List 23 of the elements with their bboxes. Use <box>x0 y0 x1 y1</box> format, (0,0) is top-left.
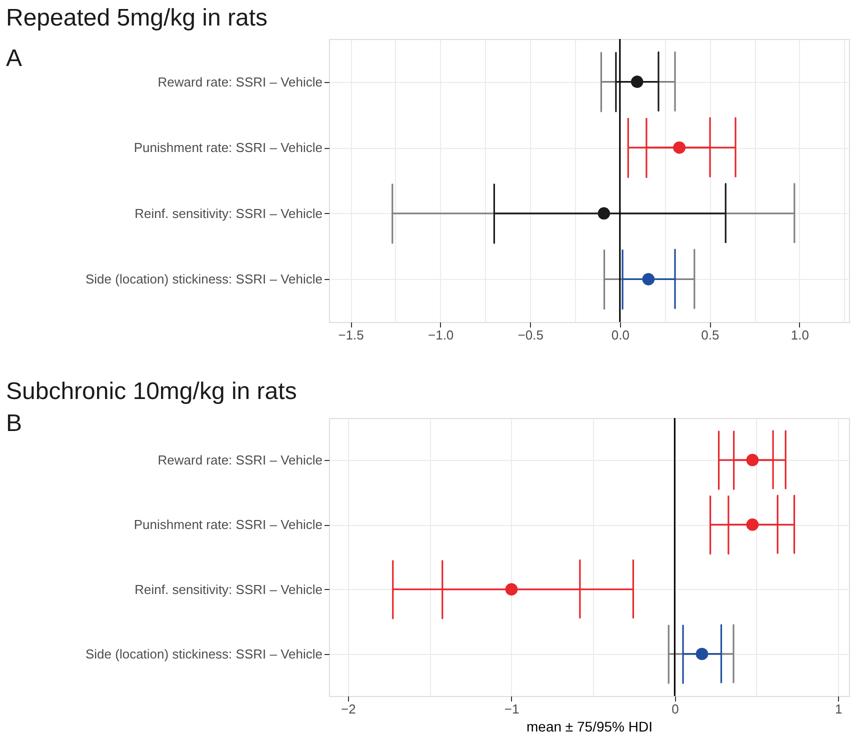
x-tick-label: −2 <box>341 702 356 716</box>
x-tick-label: −0.5 <box>518 328 544 342</box>
x-tick-label: 0.5 <box>701 328 720 342</box>
text: A <box>6 45 22 72</box>
x-tick-label: 1.0 <box>790 328 809 342</box>
x-tick-label: −1.5 <box>338 328 364 342</box>
y-tick-label: Reinf. sensitivity: SSRI – Vehicle <box>134 582 322 597</box>
chart-title: Subchronic 10mg/kg in rats <box>6 378 297 405</box>
y-tick-label: Punishment rate: SSRI – Vehicle <box>134 517 322 532</box>
text: B <box>6 410 22 437</box>
x-tick-label: 1 <box>834 702 842 716</box>
x-tick-label: 0.0 <box>611 328 630 342</box>
x-tick-label: −1.0 <box>428 328 454 342</box>
y-tick-label: Reward rate: SSRI – Vehicle <box>158 452 322 468</box>
y-tick-label: Reward rate: SSRI – Vehicle <box>158 74 322 90</box>
y-tick-label: Side (location) stickiness: SSRI – Vehicle <box>86 272 322 287</box>
y-tick-label: Reinf. sensitivity: SSRI – Vehicle <box>134 206 322 221</box>
x-tick-label: −1 <box>504 702 520 716</box>
y-tick-label: Side (location) stickiness: SSRI – Vehicle <box>86 646 322 662</box>
y-tick-label: Punishment rate: SSRI – Vehicle <box>134 140 322 156</box>
x-tick-label: 0 <box>672 702 679 716</box>
x-axis-title: mean ± 75/95% HDI <box>526 718 652 734</box>
text: Repeated 5mg/kg in rats <box>6 4 268 32</box>
